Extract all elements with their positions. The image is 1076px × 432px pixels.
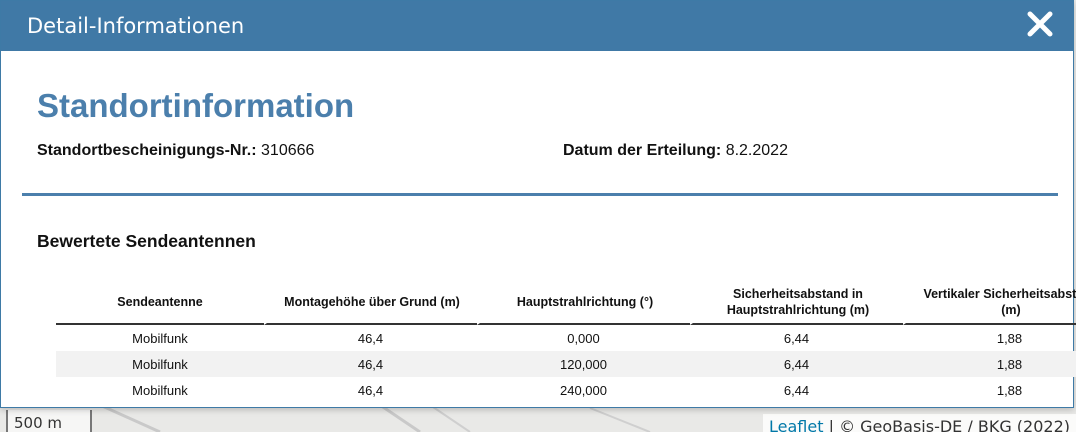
certificate-info: Standortbescheinigungs-Nr.: 310666 (37, 142, 314, 160)
header-safety-distance: Sicherheitsabstand in Hauptstrahlrichtun… (690, 281, 903, 325)
date-info: Datum der Erteilung: 8.2.2022 (563, 142, 788, 160)
cell-height: 46,4 (264, 351, 477, 377)
cell-vertical-distance: 1,88 (903, 351, 1076, 377)
attribution-text: | © GeoBasis-DE / BKG (2022) (823, 417, 1070, 432)
certificate-label: Standortbescheinigungs-Nr.: (37, 142, 257, 159)
cell-direction: 0,000 (567, 330, 600, 346)
date-label: Datum der Erteilung: (563, 142, 722, 159)
table-row: Mobilfunk 46,4 0,000 6,44 1,88 (56, 325, 1076, 351)
cell-direction: 120,000 (477, 351, 690, 377)
cell-safety-distance: 6,44 (783, 382, 810, 398)
dialog-title: Detail-Informationen (27, 14, 245, 38)
cell-direction: 240,000 (560, 382, 607, 398)
map-attribution: Leaflet | © GeoBasis-DE / BKG (2022) (763, 414, 1076, 432)
cell-antenna: Mobilfunk (132, 382, 188, 398)
table-row: Mobilfunk 46,4 240,000 6,44 1,88 (56, 377, 1076, 403)
close-icon (1027, 11, 1053, 37)
header-direction: Hauptstrahlrichtung (°) (477, 281, 690, 325)
dialog-titlebar: Detail-Informationen (1, 1, 1073, 51)
cell-safety-distance: 6,44 (783, 330, 810, 346)
header-height: Montagehöhe über Grund (m) (264, 281, 477, 325)
cell-vertical-distance: 1,88 (996, 382, 1023, 398)
cell-height: 46,4 (357, 330, 384, 346)
cell-antenna: Mobilfunk (132, 330, 188, 346)
section-title: Bewertete Sendeantennen (37, 231, 256, 251)
cell-vertical-distance: 1,88 (996, 330, 1023, 346)
table-row: Mobilfunk 46,4 120,000 6,44 1,88 (56, 351, 1076, 377)
detail-dialog: Detail-Informationen Standortinformation… (0, 0, 1076, 408)
section-divider (22, 193, 1058, 196)
date-value: 8.2.2022 (725, 142, 788, 159)
table-header-row: Sendeantenne Montagehöhe über Grund (m) … (56, 281, 1076, 325)
header-antenna: Sendeantenne (56, 281, 264, 325)
close-button[interactable] (1025, 9, 1055, 39)
antenna-table: Sendeantenne Montagehöhe über Grund (m) … (56, 281, 1076, 403)
certificate-value: 310666 (261, 142, 315, 159)
leaflet-link[interactable]: Leaflet (769, 417, 824, 432)
cell-antenna: Mobilfunk (56, 351, 264, 377)
cell-safety-distance: 6,44 (690, 351, 903, 377)
header-vertical-distance: Vertikaler Sicherheitsabstand (m) (903, 281, 1076, 325)
map-scale: 500 m (6, 410, 92, 432)
cell-height: 46,4 (357, 382, 384, 398)
page-title: Standortinformation (37, 87, 355, 124)
